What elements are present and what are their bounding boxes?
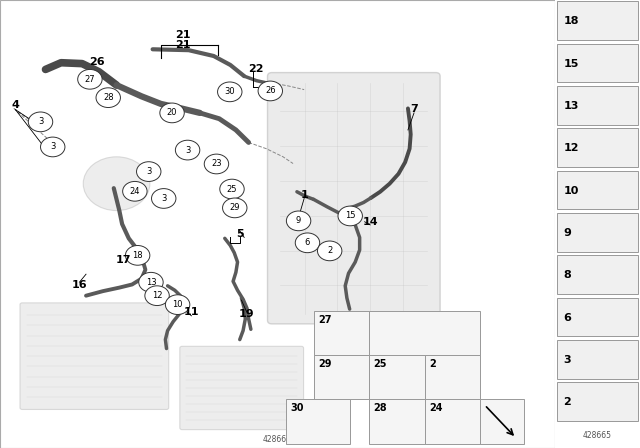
Circle shape — [77, 69, 102, 89]
Text: 15: 15 — [345, 211, 355, 220]
Text: 12: 12 — [563, 143, 579, 153]
FancyBboxPatch shape — [268, 73, 440, 324]
Text: 15: 15 — [563, 59, 579, 69]
Bar — [557, 213, 638, 252]
Text: 7: 7 — [410, 104, 418, 114]
Text: 10: 10 — [563, 185, 579, 195]
Text: 30: 30 — [291, 403, 304, 413]
Text: 28: 28 — [374, 403, 387, 413]
Text: 428665: 428665 — [583, 431, 612, 440]
Circle shape — [160, 103, 184, 123]
Bar — [369, 311, 480, 355]
Bar — [369, 400, 424, 444]
Bar — [557, 86, 638, 125]
Text: 13: 13 — [146, 278, 156, 287]
Circle shape — [139, 272, 163, 292]
Circle shape — [152, 189, 176, 208]
Text: 3: 3 — [38, 117, 44, 126]
Circle shape — [123, 181, 147, 201]
Text: 27: 27 — [84, 75, 95, 84]
Bar — [557, 340, 638, 379]
Bar — [286, 400, 349, 444]
Text: 5: 5 — [236, 229, 244, 239]
Bar — [557, 43, 638, 82]
Text: 14: 14 — [362, 217, 378, 227]
Text: 25: 25 — [227, 185, 237, 194]
Bar — [557, 128, 638, 167]
Text: 8: 8 — [563, 270, 572, 280]
Circle shape — [175, 140, 200, 160]
Text: 18: 18 — [563, 16, 579, 26]
Circle shape — [204, 154, 228, 174]
Text: 24: 24 — [130, 187, 140, 196]
Bar — [369, 355, 424, 400]
Text: 3: 3 — [563, 355, 571, 365]
Circle shape — [40, 137, 65, 157]
Circle shape — [223, 198, 247, 218]
Text: 9: 9 — [563, 228, 572, 238]
Circle shape — [286, 211, 311, 231]
Circle shape — [145, 286, 169, 306]
Text: 6: 6 — [563, 313, 572, 323]
Circle shape — [220, 179, 244, 199]
Text: 16: 16 — [72, 280, 87, 290]
Bar — [557, 1, 638, 40]
Text: 26: 26 — [90, 57, 105, 67]
Bar — [557, 255, 638, 294]
Text: 3: 3 — [185, 146, 190, 155]
Bar — [314, 355, 369, 400]
Text: 27: 27 — [318, 315, 332, 325]
Circle shape — [295, 233, 320, 253]
Circle shape — [165, 295, 190, 314]
Text: 25: 25 — [374, 359, 387, 369]
Text: 21: 21 — [175, 40, 191, 50]
Bar — [424, 400, 480, 444]
Text: 13: 13 — [563, 101, 579, 111]
FancyBboxPatch shape — [180, 346, 303, 430]
Bar — [480, 400, 525, 444]
Text: 29: 29 — [318, 359, 332, 369]
Bar — [557, 383, 638, 421]
Text: 23: 23 — [211, 159, 222, 168]
Text: 2: 2 — [429, 359, 436, 369]
Circle shape — [136, 162, 161, 181]
Text: 9: 9 — [296, 216, 301, 225]
Text: 26: 26 — [265, 86, 276, 95]
Text: 2: 2 — [563, 397, 572, 407]
Text: 28: 28 — [103, 93, 113, 102]
Bar — [557, 171, 638, 209]
Text: 3: 3 — [161, 194, 166, 203]
Text: 21: 21 — [175, 30, 191, 40]
Text: 12: 12 — [152, 291, 163, 300]
Circle shape — [258, 81, 282, 101]
Text: 22: 22 — [248, 64, 264, 73]
Circle shape — [218, 82, 242, 102]
Bar — [314, 311, 369, 355]
Text: 29: 29 — [230, 203, 240, 212]
Text: 20: 20 — [167, 108, 177, 117]
Circle shape — [28, 112, 52, 132]
Text: 24: 24 — [429, 403, 442, 413]
Text: 11: 11 — [184, 307, 199, 317]
Bar — [424, 355, 480, 400]
Circle shape — [338, 206, 362, 226]
Circle shape — [125, 246, 150, 265]
Circle shape — [83, 157, 150, 211]
FancyBboxPatch shape — [20, 303, 169, 409]
Text: 6: 6 — [305, 238, 310, 247]
Circle shape — [317, 241, 342, 261]
Bar — [557, 297, 638, 336]
Text: 3: 3 — [146, 167, 152, 176]
Text: 428665: 428665 — [263, 435, 292, 444]
Text: 4: 4 — [12, 100, 19, 110]
Text: 18: 18 — [132, 251, 143, 260]
Text: 17: 17 — [115, 255, 131, 265]
Text: 3: 3 — [50, 142, 56, 151]
Text: 10: 10 — [172, 300, 183, 309]
Text: 30: 30 — [225, 87, 235, 96]
Circle shape — [96, 88, 120, 108]
Text: 1: 1 — [300, 190, 308, 200]
Text: 2: 2 — [327, 246, 332, 255]
Text: 19: 19 — [239, 310, 254, 319]
